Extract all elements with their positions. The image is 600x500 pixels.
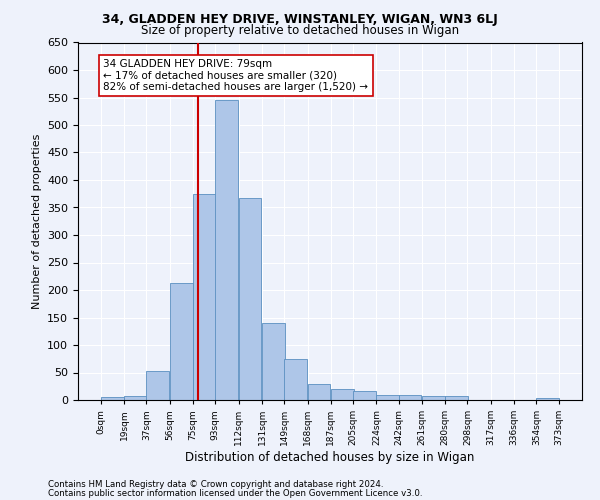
Bar: [445, 396, 468, 400]
X-axis label: Distribution of detached houses by size in Wigan: Distribution of detached houses by size …: [185, 451, 475, 464]
Bar: [193, 194, 216, 400]
Text: 34 GLADDEN HEY DRIVE: 79sqm
← 17% of detached houses are smaller (320)
82% of se: 34 GLADDEN HEY DRIVE: 79sqm ← 17% of det…: [103, 59, 368, 92]
Bar: [146, 371, 169, 400]
Bar: [284, 359, 307, 400]
Bar: [170, 283, 193, 400]
Bar: [376, 394, 399, 400]
Bar: [308, 384, 331, 400]
Bar: [331, 389, 353, 400]
Text: Contains public sector information licensed under the Open Government Licence v3: Contains public sector information licen…: [48, 489, 422, 498]
Bar: [239, 198, 262, 400]
Bar: [536, 398, 559, 400]
Text: Size of property relative to detached houses in Wigan: Size of property relative to detached ho…: [141, 24, 459, 37]
Bar: [422, 396, 445, 400]
Bar: [215, 100, 238, 400]
Y-axis label: Number of detached properties: Number of detached properties: [32, 134, 41, 309]
Bar: [262, 323, 285, 400]
Bar: [101, 397, 124, 400]
Bar: [398, 394, 421, 400]
Text: 34, GLADDEN HEY DRIVE, WINSTANLEY, WIGAN, WN3 6LJ: 34, GLADDEN HEY DRIVE, WINSTANLEY, WIGAN…: [102, 12, 498, 26]
Bar: [124, 396, 147, 400]
Bar: [353, 391, 376, 400]
Text: Contains HM Land Registry data © Crown copyright and database right 2024.: Contains HM Land Registry data © Crown c…: [48, 480, 383, 489]
